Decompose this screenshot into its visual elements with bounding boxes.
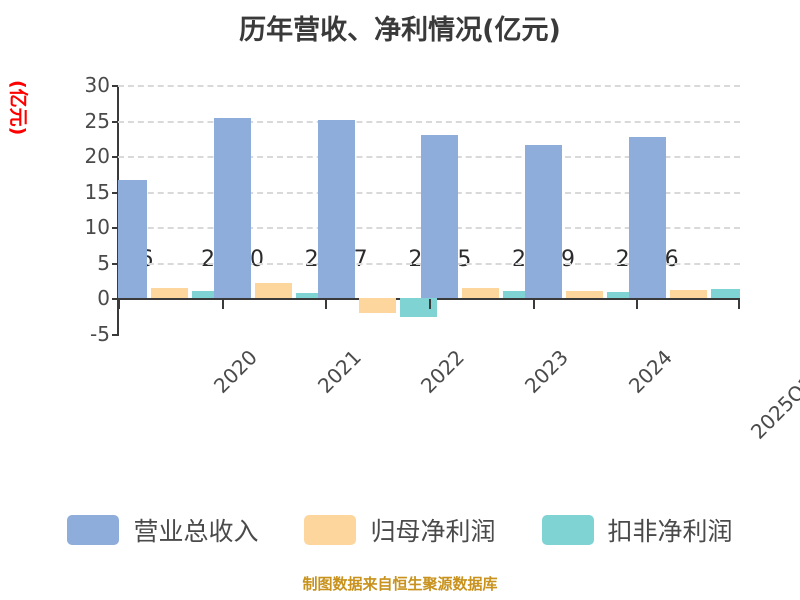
x-tick-mark [429,299,431,309]
bar-2023-series3 [503,290,541,299]
y-tick-mark [112,120,119,123]
legend-item-3[interactable]: 扣非净利润 [541,512,733,548]
y-tick-mark [112,156,119,159]
x-tick-label-2020: 2020 [208,345,262,398]
legend-label: 扣非净利润 [607,517,733,546]
x-tick-mark [532,299,535,309]
legend-label: 营业总收入 [133,517,259,546]
bar-2025Q1-Q3-series1 [628,137,666,299]
bar-2025Q1-Q3-series2 [669,289,707,299]
x-tick-label-2021: 2021 [312,345,366,398]
x-axis-ticks [118,299,740,311]
bar-2023-series2 [462,287,500,299]
y-tick-mark [112,298,119,301]
y-tick-label: 5 [97,250,110,275]
bar-2020-series2 [151,287,189,299]
chart-title: 历年营收、净利情况(亿元) [239,15,561,46]
gridline [118,85,740,87]
y-axis-title: (亿元) [7,80,29,136]
y-tick-mark [112,334,119,336]
legend-swatch-icon [67,515,120,545]
x-tick-label-2024: 2024 [623,345,677,398]
y-tick-label: 20 [84,144,110,169]
bar-2023-series1 [421,135,459,299]
y-axis-tick-labels: -5 0 5 10 15 20 25 30 [62,73,110,346]
x-tick-mark [325,299,328,309]
legend-item-1[interactable]: 营业总收入 [67,512,258,548]
plot-area: 22.6621.5922.9525.0725.4016.6 [118,85,740,334]
legend-swatch-icon [304,515,357,545]
bar-2021-series3 [296,293,333,299]
x-tick-mark [118,299,120,309]
y-tick-label: 0 [97,286,110,311]
bar-2020-series3 [192,290,230,299]
x-tick-label-2023: 2023 [519,345,573,398]
x-tick-mark [636,299,639,309]
bar-2022-series1 [317,120,355,299]
bar-2020-series1 [118,180,148,299]
chart-footer-note: 制图数据来自恒生聚源数据库 [302,575,498,593]
y-tick-label: 25 [84,108,110,133]
legend-item-2[interactable]: 归母净利润 [304,512,496,548]
y-tick-mark [112,191,119,194]
y-tick-mark [112,85,119,87]
bar-2024-series1 [525,144,562,299]
bar-2022-series2 [358,298,396,313]
legend-swatch-icon [541,515,594,545]
bar-2024-series3 [607,292,644,299]
y-tick-mark [112,227,119,230]
legend-label: 归母净利润 [370,517,496,546]
x-tick-label-2025Q1-Q3: 2025Q1-Q3 [746,345,800,444]
bar-2024-series2 [566,290,603,299]
gridline [118,120,740,123]
y-tick-label: 10 [84,215,110,240]
x-tick-label-2022: 2022 [416,345,470,398]
y-tick-label: 30 [84,73,110,97]
bar-2021-series2 [255,283,292,299]
bar-2025Q1-Q3-series3 [710,289,740,299]
x-tick-mark [221,299,224,309]
y-tick-label: -5 [90,322,110,346]
bar-2022-series3 [399,298,437,317]
chart-legend: 营业总收入 归母净利润 扣非净利润 [0,512,800,548]
y-tick-label: 15 [84,179,110,204]
x-tick-mark [738,299,740,309]
bar-2021-series1 [214,117,251,299]
y-tick-mark [112,262,119,265]
